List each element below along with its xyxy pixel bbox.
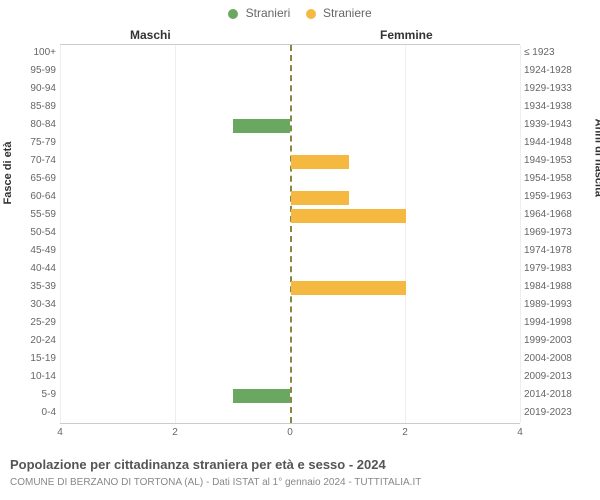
birth-year-label: 1984-1988 [524, 278, 594, 296]
birth-year-label: 1994-1998 [524, 314, 594, 332]
data-row [60, 333, 520, 351]
birth-year-label: 1969-1973 [524, 224, 594, 242]
data-row [60, 189, 520, 207]
age-band-label: 25-29 [0, 314, 56, 332]
x-tick-label: 0 [287, 427, 293, 438]
bar-female [291, 209, 406, 223]
age-band-label: 55-59 [0, 206, 56, 224]
birth-year-label: 1964-1968 [524, 206, 594, 224]
data-row [60, 117, 520, 135]
data-row [60, 387, 520, 405]
birth-year-label: 1959-1963 [524, 188, 594, 206]
age-band-label: 35-39 [0, 278, 56, 296]
bar-female [291, 155, 349, 169]
birth-year-label: 1974-1978 [524, 242, 594, 260]
age-band-label: 60-64 [0, 188, 56, 206]
age-band-label: 100+ [0, 44, 56, 62]
birth-year-label: ≤ 1923 [524, 44, 594, 62]
chart-area: 42024 [60, 44, 520, 424]
data-row [60, 279, 520, 297]
bar-female [291, 281, 406, 295]
birth-year-label: 1934-1938 [524, 98, 594, 116]
bar-male [233, 119, 291, 133]
legend-dot-male [228, 9, 238, 19]
y-axis-labels-right: ≤ 19231924-19281929-19331934-19381939-19… [524, 44, 594, 422]
age-band-label: 0-4 [0, 404, 56, 422]
age-band-label: 20-24 [0, 332, 56, 350]
legend-dot-female [306, 9, 316, 19]
age-band-label: 85-89 [0, 98, 56, 116]
birth-year-label: 1929-1933 [524, 80, 594, 98]
age-band-label: 90-94 [0, 80, 56, 98]
data-row [60, 315, 520, 333]
data-row [60, 99, 520, 117]
legend-label-female: Straniere [323, 6, 372, 20]
birth-year-label: 1949-1953 [524, 152, 594, 170]
data-row [60, 261, 520, 279]
data-row [60, 369, 520, 387]
legend: Stranieri Straniere [0, 6, 600, 20]
birth-year-label: 1944-1948 [524, 134, 594, 152]
data-row [60, 45, 520, 63]
birth-year-label: 1924-1928 [524, 62, 594, 80]
age-band-label: 5-9 [0, 386, 56, 404]
birth-year-label: 1999-2003 [524, 332, 594, 350]
data-row [60, 207, 520, 225]
age-band-label: 50-54 [0, 224, 56, 242]
data-row [60, 243, 520, 261]
legend-label-male: Stranieri [246, 6, 291, 20]
column-title-right: Femmine [380, 28, 433, 42]
birth-year-label: 2009-2013 [524, 368, 594, 386]
data-row [60, 81, 520, 99]
data-row [60, 297, 520, 315]
age-band-label: 15-19 [0, 350, 56, 368]
data-row [60, 405, 520, 423]
age-band-label: 70-74 [0, 152, 56, 170]
age-band-label: 75-79 [0, 134, 56, 152]
x-tick-label: 2 [402, 427, 408, 438]
bar-male [233, 389, 291, 403]
column-title-left: Maschi [130, 28, 171, 42]
age-band-label: 65-69 [0, 170, 56, 188]
chart-container: Stranieri Straniere Maschi Femmine Fasce… [0, 0, 600, 500]
birth-year-label: 2019-2023 [524, 404, 594, 422]
gridline [520, 45, 521, 423]
y-axis-labels-left: 100+95-9990-9485-8980-8475-7970-7465-696… [0, 44, 56, 422]
data-row [60, 153, 520, 171]
bar-female [291, 191, 349, 205]
legend-item-male: Stranieri [228, 6, 290, 20]
age-band-label: 30-34 [0, 296, 56, 314]
data-row [60, 135, 520, 153]
chart-subtitle: COMUNE DI BERZANO DI TORTONA (AL) - Dati… [10, 477, 421, 488]
x-tick-label: 4 [517, 427, 523, 438]
data-row [60, 63, 520, 81]
x-tick-label: 4 [57, 427, 63, 438]
birth-year-label: 1939-1943 [524, 116, 594, 134]
age-band-label: 95-99 [0, 62, 56, 80]
birth-year-label: 1954-1958 [524, 170, 594, 188]
age-band-label: 80-84 [0, 116, 56, 134]
data-row [60, 225, 520, 243]
x-tick-label: 2 [172, 427, 178, 438]
age-band-label: 45-49 [0, 242, 56, 260]
birth-year-label: 1989-1993 [524, 296, 594, 314]
birth-year-label: 2004-2008 [524, 350, 594, 368]
legend-item-female: Straniere [306, 6, 372, 20]
data-row [60, 171, 520, 189]
birth-year-label: 1979-1983 [524, 260, 594, 278]
chart-title: Popolazione per cittadinanza straniera p… [10, 457, 386, 472]
age-band-label: 10-14 [0, 368, 56, 386]
data-row [60, 351, 520, 369]
age-band-label: 40-44 [0, 260, 56, 278]
birth-year-label: 2014-2018 [524, 386, 594, 404]
